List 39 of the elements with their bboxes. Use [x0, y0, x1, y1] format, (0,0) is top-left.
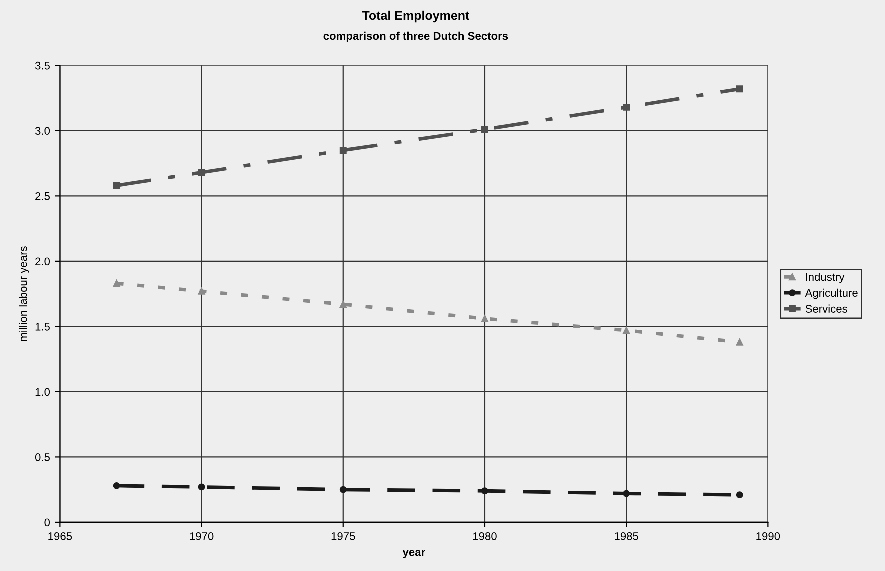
point [623, 327, 630, 334]
x-tick-label: 1965 [48, 532, 72, 540]
x-tick-label: 1975 [332, 532, 356, 540]
point [482, 126, 488, 134]
point [340, 486, 347, 494]
point [736, 86, 744, 93]
point [340, 147, 347, 154]
point [113, 482, 120, 490]
y-tick-label: 0 [44, 518, 50, 527]
point [482, 488, 488, 495]
x-tick-label: 1990 [756, 532, 780, 540]
point [113, 280, 120, 288]
y-tick-label: 0.5 [35, 453, 50, 462]
y-tick-label: 3.5 [35, 62, 50, 70]
y-tick-label: 1.5 [36, 323, 50, 331]
x-tick-label: 1985 [615, 532, 638, 540]
legend-label: Industry [806, 272, 845, 284]
y-tick-label: 1.0 [36, 388, 50, 396]
y-tick-label: 3.0 [35, 127, 50, 136]
point [623, 104, 630, 111]
point [623, 490, 630, 498]
point [198, 288, 206, 295]
y-axis-title: million labour years [19, 246, 30, 342]
point [113, 182, 120, 190]
legend-label: Agriculture [805, 288, 858, 300]
point [198, 169, 206, 176]
chart-title: Total Employment [362, 10, 470, 23]
y-tick-label: 2.0 [36, 258, 50, 266]
point [198, 484, 206, 491]
x-tick-label: 1980 [473, 532, 497, 540]
point [736, 492, 744, 499]
chart-subtitle: comparison of three Dutch Sectors [324, 32, 508, 42]
y-tick-label: 2.5 [36, 192, 50, 200]
point [340, 301, 347, 308]
legend-label: Services [806, 304, 848, 313]
x-tick-label: 1970 [190, 532, 214, 540]
point [482, 315, 488, 322]
x-axis-title: year [402, 550, 426, 558]
point [736, 338, 744, 346]
